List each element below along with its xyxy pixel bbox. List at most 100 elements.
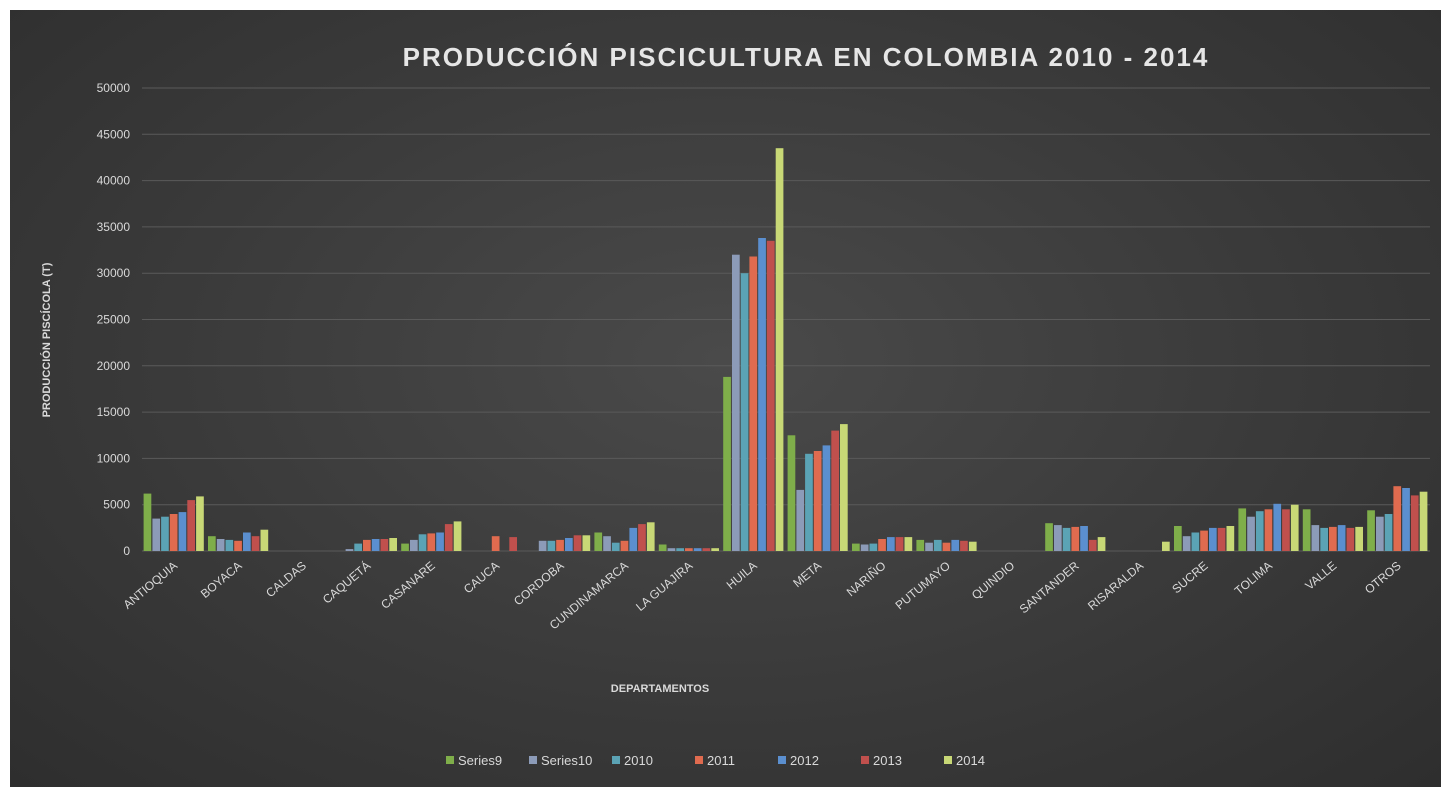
y-tick-label: 0 — [123, 544, 130, 558]
bar — [852, 543, 860, 551]
bar — [658, 544, 667, 551]
chart-title: PRODUCCIÓN PISCICULTURA EN COLOMBIA 2010… — [403, 42, 1210, 72]
bar — [1273, 503, 1282, 551]
bar — [260, 529, 269, 551]
y-tick-label: 30000 — [97, 266, 131, 280]
bar — [547, 540, 556, 551]
y-tick-label: 50000 — [97, 81, 131, 95]
legend-swatch — [612, 756, 620, 764]
bar — [1255, 511, 1264, 551]
bar — [427, 533, 436, 551]
bar — [1045, 523, 1053, 551]
bar — [187, 500, 195, 551]
bar — [354, 543, 362, 551]
x-category-label: OTROS — [1362, 559, 1404, 597]
y-tick-label: 40000 — [97, 174, 131, 188]
y-axis-ticks: 0 5000 10000 15000 20000 25000 30000 35000 40000… — [97, 81, 131, 558]
bar — [676, 548, 684, 551]
bar — [1419, 491, 1428, 551]
bar — [251, 536, 260, 551]
x-category-label: ANTIOQUIA — [121, 559, 181, 612]
bar — [1097, 537, 1106, 551]
bar — [1393, 486, 1402, 551]
bar — [1080, 526, 1088, 551]
bar — [1182, 536, 1191, 551]
bar — [723, 376, 731, 551]
chart-svg: PRODUCCIÓN PISCICULTURA EN COLOMBIA 2010… — [40, 42, 1430, 768]
x-category-label: CALDAS — [263, 559, 309, 601]
bar — [611, 542, 620, 551]
bar — [196, 496, 204, 551]
bar — [813, 451, 822, 551]
x-category-label: TOLIMA — [1232, 559, 1275, 598]
legend-label: 2012 — [790, 753, 819, 768]
y-tick-label: 45000 — [97, 127, 131, 141]
bar — [509, 537, 517, 551]
bar — [840, 424, 848, 551]
bar — [1054, 525, 1062, 551]
bar — [1247, 516, 1255, 551]
bar — [225, 539, 234, 551]
bar — [436, 532, 444, 551]
bar — [951, 539, 960, 551]
bar — [1346, 527, 1355, 551]
legend-swatch — [529, 756, 537, 764]
bar — [1329, 526, 1337, 551]
y-tick-label: 25000 — [97, 313, 131, 327]
bar — [878, 539, 886, 551]
bars — [143, 148, 1428, 552]
bar — [805, 453, 813, 551]
bar — [363, 539, 371, 551]
bar — [1217, 527, 1226, 551]
legend-swatch — [861, 756, 869, 764]
bar — [749, 256, 758, 551]
bar — [787, 435, 796, 552]
bar — [860, 544, 869, 551]
bar — [1238, 508, 1247, 551]
bar — [1402, 488, 1410, 551]
x-category-label: QUINDIO — [969, 559, 1017, 603]
bar — [1071, 526, 1080, 551]
x-category-label: LA GUAJIRA — [633, 559, 695, 614]
x-category-label: CASANARE — [378, 559, 438, 612]
bar — [380, 539, 389, 551]
bar — [693, 548, 702, 551]
legend-swatch — [695, 756, 703, 764]
bar — [556, 539, 564, 551]
legend-label: Series10 — [541, 753, 592, 768]
bar — [216, 539, 225, 551]
bar — [869, 543, 878, 551]
legend-label: 2011 — [707, 753, 735, 768]
bar — [1320, 527, 1328, 551]
x-axis-title: DEPARTAMENTOS — [611, 683, 709, 695]
chart-area: PRODUCCIÓN PISCICULTURA EN COLOMBIA 2010… — [10, 10, 1441, 787]
bar — [453, 521, 462, 551]
x-category-label: RISARALDA — [1085, 559, 1146, 613]
bar — [178, 512, 187, 551]
bar — [925, 542, 933, 551]
y-tick-label: 35000 — [97, 220, 131, 234]
bar — [1062, 527, 1071, 551]
legend-label: 2013 — [873, 753, 902, 768]
bar — [1290, 504, 1299, 551]
x-category-label: CAQUETÁ — [319, 558, 373, 607]
bar — [887, 537, 895, 551]
legend-swatch — [944, 756, 952, 764]
bar — [491, 536, 500, 551]
bar — [758, 238, 766, 551]
bar — [565, 538, 573, 551]
bar — [831, 430, 839, 551]
bar — [371, 539, 380, 551]
bar — [401, 543, 409, 551]
legend-label: 2010 — [624, 753, 653, 768]
legend-swatch — [778, 756, 786, 764]
bar — [1355, 526, 1363, 551]
bar — [1226, 526, 1235, 551]
bar — [603, 536, 611, 551]
x-category-label: NARIÑO — [844, 559, 889, 600]
bar — [895, 537, 904, 551]
legend: Series9 Series10 2010 2011 2012 2013 2014 — [446, 753, 985, 768]
bar — [916, 539, 925, 551]
bar — [169, 514, 178, 551]
bar — [1337, 525, 1346, 551]
